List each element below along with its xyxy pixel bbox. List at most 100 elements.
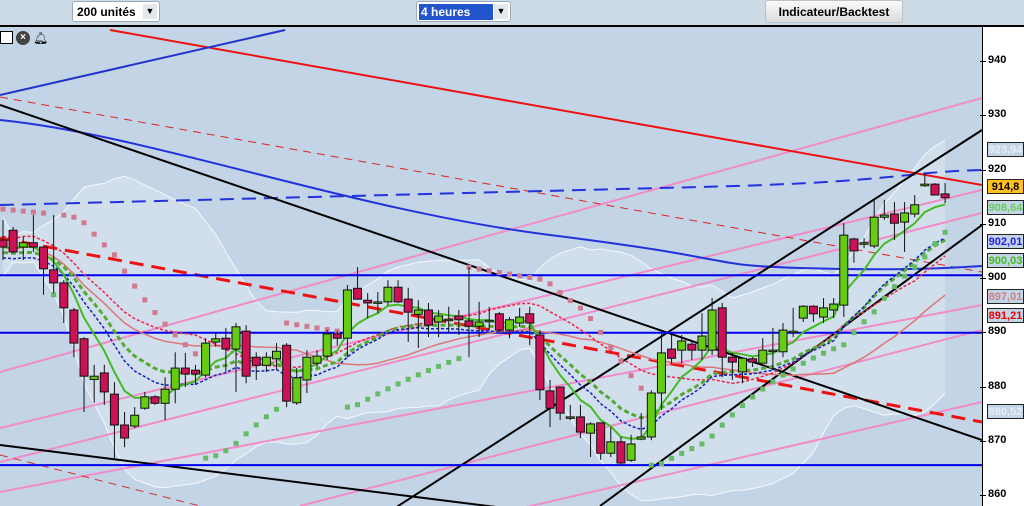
candle: [49, 215, 59, 294]
indicator-backtest-button[interactable]: Indicateur/Backtest: [765, 0, 903, 23]
y-tick-label: 900: [988, 271, 1007, 283]
candle: [849, 237, 859, 263]
candle: [717, 302, 727, 378]
sar-dot: [739, 403, 745, 409]
sar-dot: [476, 266, 482, 272]
ma-blue-dotted-line: [2, 237, 946, 431]
sar-dot: [274, 406, 280, 412]
candle-body-down: [930, 183, 940, 196]
sar-dot: [588, 316, 594, 322]
candle-body-up: [261, 356, 271, 366]
pink-channel-line: [0, 212, 982, 463]
sar-dot: [598, 329, 604, 335]
sar-dot: [658, 461, 664, 467]
window-icon[interactable]: [0, 31, 13, 44]
sar-dot: [365, 396, 371, 402]
pink-channel-line: [0, 304, 982, 493]
candle: [545, 379, 555, 428]
candle: [474, 301, 484, 338]
candle: [778, 323, 788, 358]
sar-dot: [527, 274, 533, 280]
close-icon[interactable]: ×: [16, 31, 30, 45]
candle-body-up: [383, 286, 393, 303]
ma-salmon-line: [2, 246, 946, 376]
candle-body-down: [79, 338, 89, 377]
black-channel-lower-line: [599, 224, 982, 506]
candle: [393, 280, 403, 303]
sar-dot: [20, 208, 26, 214]
black-bottom-line: [0, 444, 497, 506]
candle-body-up: [697, 335, 707, 351]
candle-body-up: [829, 303, 839, 311]
candle-body-up: [920, 183, 930, 187]
candle: [190, 364, 200, 385]
candle: [120, 411, 130, 448]
trend-lines: [0, 29, 982, 506]
candle: [39, 245, 49, 295]
sar-dot: [608, 345, 614, 351]
units-select[interactable]: 200 unités ▼: [72, 1, 160, 22]
candle-body-up: [707, 309, 717, 351]
period-select[interactable]: 4 heures ▼: [416, 1, 511, 22]
candle: [768, 327, 778, 371]
sar-dot: [294, 322, 300, 328]
candle: [160, 377, 170, 421]
candle: [434, 310, 444, 338]
candle: [920, 173, 930, 187]
sar-dot: [405, 376, 411, 382]
candle-body-down: [849, 238, 859, 252]
sar-dot: [203, 455, 209, 461]
candle: [940, 183, 950, 204]
candle: [525, 306, 535, 346]
candle: [484, 306, 494, 331]
chevron-down-icon[interactable]: ▼: [143, 4, 157, 19]
ma-green-line: [2, 203, 946, 440]
sar-dot: [243, 431, 249, 437]
sar-dot: [831, 346, 837, 352]
candle: [748, 357, 758, 367]
y-tick-mark: [980, 386, 986, 388]
candle-body-up: [505, 319, 514, 331]
candle: [636, 413, 646, 441]
chart-plot-area[interactable]: × 🔔︎: [0, 27, 982, 506]
candle: [140, 391, 150, 410]
y-tick-mark: [980, 278, 986, 279]
candle: [788, 307, 798, 338]
candle: [596, 422, 606, 460]
candle: [869, 199, 879, 249]
blue-long-ma-line: [0, 119, 982, 271]
alarm-bell-icon[interactable]: 🔔︎: [33, 31, 49, 45]
candle-body-down: [180, 367, 190, 375]
red-dashed-bottom-line: [0, 454, 201, 506]
candle: [332, 331, 342, 346]
candle-body-up: [312, 355, 322, 364]
candle-body-up: [484, 319, 494, 323]
candle-body-down: [494, 313, 504, 331]
candle-body-down: [687, 343, 697, 351]
candle: [859, 237, 869, 249]
sar-dot: [618, 358, 624, 364]
candle-body-up: [869, 216, 879, 247]
candle: [737, 357, 747, 384]
candle-body-down: [464, 320, 474, 327]
sar-dot: [699, 441, 705, 447]
candle-body-down: [190, 369, 200, 375]
candle-body-down: [59, 282, 69, 309]
sar-dot: [0, 206, 6, 212]
candle-body-up: [170, 367, 180, 390]
candle-body-down: [221, 337, 231, 350]
candle-body-up: [737, 357, 747, 373]
sar-dot: [851, 330, 857, 336]
candle-body-up: [272, 350, 282, 360]
candle-body-up: [606, 441, 616, 454]
chevron-down-icon[interactable]: ▼: [494, 4, 508, 19]
candle-body-up: [646, 392, 656, 438]
sar-dot: [891, 284, 897, 290]
sar-dot: [41, 210, 47, 216]
candle-body-up: [160, 388, 170, 404]
candle-body-up: [900, 212, 910, 223]
sar-dot: [263, 414, 269, 420]
sar-dot: [142, 297, 148, 303]
sar-dot: [111, 252, 117, 258]
candle: [272, 343, 282, 371]
